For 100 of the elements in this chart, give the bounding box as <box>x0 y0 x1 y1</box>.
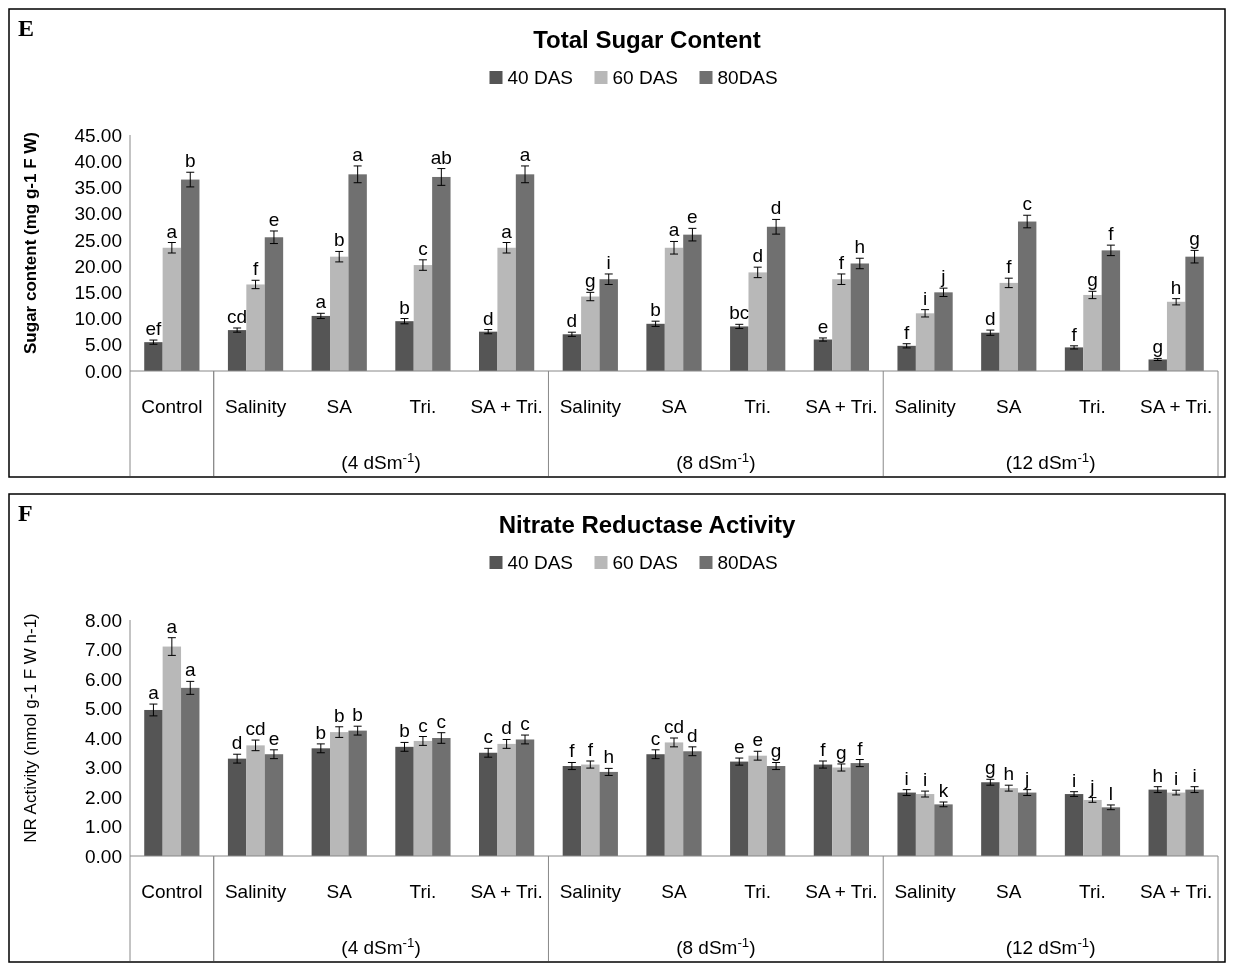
x-tick-label: Control <box>141 396 203 417</box>
bar <box>981 332 1000 371</box>
bar <box>162 247 182 371</box>
data-label: h <box>603 746 615 768</box>
data-label: i <box>1192 764 1197 786</box>
data-label: f <box>904 321 911 343</box>
data-label: bc <box>729 302 750 324</box>
data-label: d <box>231 732 243 754</box>
data-label: f <box>838 251 845 273</box>
data-label: c <box>418 237 428 259</box>
data-label: i <box>606 251 611 273</box>
bar <box>264 754 284 856</box>
x-tick-label: Tri. <box>1079 396 1106 417</box>
bar <box>181 687 200 856</box>
bar <box>766 766 786 856</box>
data-label: b <box>352 704 363 726</box>
x-tick-label: SA <box>996 881 1022 902</box>
data-label: c <box>650 727 661 749</box>
data-label: k <box>938 780 949 802</box>
data-label: g <box>836 741 847 763</box>
data-label: f <box>252 258 259 280</box>
bar <box>683 751 702 856</box>
bar <box>934 804 953 856</box>
data-label: a <box>668 219 680 241</box>
bar <box>413 740 433 856</box>
bar <box>432 176 451 371</box>
data-label: l <box>1108 782 1113 804</box>
data-label: e <box>817 315 829 337</box>
bar <box>1083 799 1102 856</box>
x-tick-label: Tri. <box>1079 881 1106 902</box>
data-label: f <box>1108 223 1115 245</box>
bar <box>1101 250 1121 371</box>
legend-label: 80DAS <box>717 67 778 88</box>
x-tick-label: Control <box>141 881 203 902</box>
y-tick-label: 5.00 <box>85 334 122 356</box>
x-tick-label: SA <box>326 396 353 417</box>
bar <box>330 256 349 371</box>
y-tick-label: 0.00 <box>85 845 122 867</box>
bar <box>599 279 618 371</box>
bar <box>162 646 182 856</box>
data-label: b <box>650 299 661 321</box>
bar <box>581 296 600 371</box>
data-label: e <box>268 208 280 230</box>
data-label: e <box>268 727 280 749</box>
bar <box>748 755 767 856</box>
legend-label: 40 DAS <box>507 552 573 573</box>
bar <box>1148 789 1167 856</box>
bar <box>395 321 414 371</box>
bar <box>1166 792 1186 856</box>
data-label: i <box>1071 769 1077 791</box>
bar <box>897 345 916 371</box>
x-tick-label: SA + Tri. <box>1139 881 1213 902</box>
bar <box>646 754 665 856</box>
x-tick-label: Tri. <box>744 881 772 902</box>
bar <box>832 279 851 371</box>
y-tick-label: 5.00 <box>85 698 122 720</box>
x-tick-label: SA <box>661 881 687 902</box>
x-tick-label: Salinity <box>894 881 957 902</box>
x-tick-label: SA + Tri. <box>805 396 878 417</box>
data-label: a <box>166 615 178 637</box>
text: (4 dSm$^{-1}$) <box>341 934 421 958</box>
data-label: i <box>904 767 909 789</box>
x-tick-label: Salinity <box>894 396 957 417</box>
data-label: a <box>352 143 364 165</box>
y-tick-label: 8.00 <box>85 609 122 631</box>
bar <box>730 326 749 371</box>
bar <box>730 761 749 856</box>
data-label: a <box>519 143 531 165</box>
x-tick-label: SA <box>326 881 353 902</box>
data-label: g <box>985 757 996 779</box>
bar <box>832 767 851 856</box>
bar <box>915 794 935 856</box>
data-label: b <box>399 720 410 742</box>
bar <box>413 265 433 371</box>
data-label: f <box>569 740 576 762</box>
bar <box>1148 359 1167 371</box>
bar <box>850 263 869 371</box>
data-label: f <box>587 739 594 761</box>
bar <box>515 174 535 371</box>
text: (12 dSm$^{-1}$) <box>1005 934 1096 958</box>
bar <box>264 237 284 371</box>
data-label: a <box>315 291 327 313</box>
data-label: d <box>501 717 512 739</box>
data-label: c <box>520 713 530 735</box>
bar <box>1166 301 1186 371</box>
data-label: i <box>1174 768 1179 790</box>
bar <box>479 752 498 856</box>
bar <box>144 709 163 856</box>
data-label: f <box>1006 256 1013 278</box>
data-label: a <box>148 682 160 704</box>
data-label: cd <box>227 306 248 327</box>
data-label: ab <box>430 146 452 168</box>
data-label: h <box>1003 763 1015 785</box>
bar <box>1017 221 1037 371</box>
bar <box>479 331 498 371</box>
data-label: a <box>166 220 178 242</box>
data-label: j <box>1089 775 1095 797</box>
y-tick-label: 10.00 <box>74 308 122 330</box>
text: (4 dSm$^{-1}$) <box>341 449 421 473</box>
x-tick-label: Salinity <box>559 396 622 417</box>
